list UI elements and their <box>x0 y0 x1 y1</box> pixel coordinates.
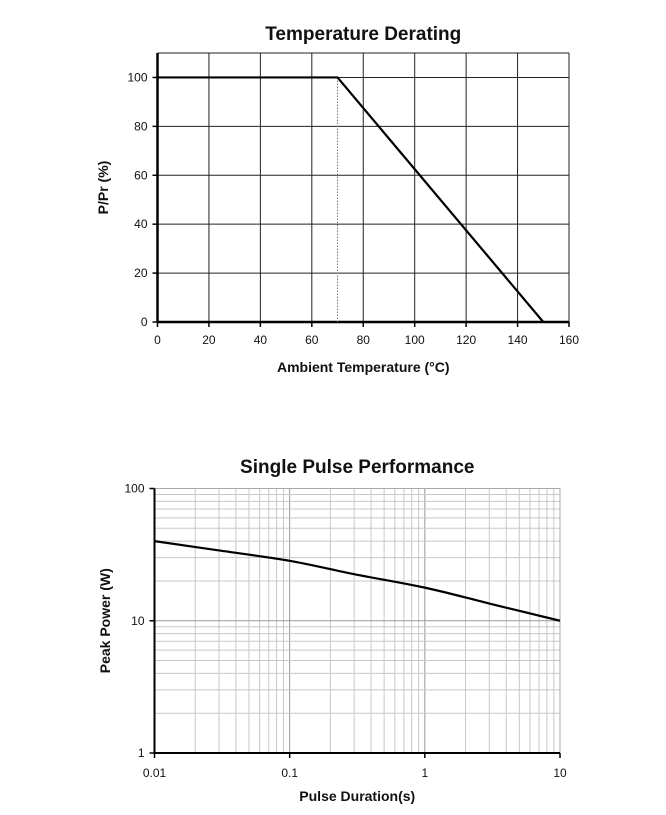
chart-title: Temperature Derating <box>265 24 461 45</box>
y-tick-label: 40 <box>134 217 148 231</box>
y-tick-label: 20 <box>134 266 148 280</box>
y-tick-label: 1 <box>138 746 145 760</box>
y-axis-label: Peak Power (W) <box>97 568 113 673</box>
derating-line <box>157 76 545 323</box>
x-tick-label: 80 <box>357 333 371 347</box>
y-axis-label: P/Pr (%) <box>95 161 111 215</box>
x-tick-label: 60 <box>305 333 319 347</box>
x-tick-label: 0.01 <box>143 766 167 780</box>
x-tick-label: 0 <box>154 333 161 347</box>
x-tick-label: 10 <box>553 766 567 780</box>
chart-title: Single Pulse Performance <box>240 457 474 478</box>
y-tick-label: 10 <box>131 614 145 628</box>
x-axis-label: Pulse Duration(s) <box>299 788 415 804</box>
x-tick-label: 40 <box>254 333 268 347</box>
y-tick-label: 80 <box>134 119 148 133</box>
temperature-derating-chart: Temperature Derating 0 20 40 60 80 100 120 140 16… <box>95 24 579 375</box>
x-axis-label: Ambient Temperature (°C) <box>277 359 450 375</box>
x-tick-label: 20 <box>202 333 216 347</box>
x-tick-label: 0.1 <box>281 766 298 780</box>
x-tick-label: 160 <box>559 333 579 347</box>
y-tick-label: 100 <box>124 482 144 496</box>
peak-power-curve <box>154 540 561 622</box>
y-tick-label: 0 <box>141 315 148 329</box>
x-tick-label: 1 <box>421 766 428 780</box>
x-tick-label: 100 <box>405 333 425 347</box>
x-tick-label: 140 <box>508 333 528 347</box>
y-tick-label: 100 <box>127 70 147 84</box>
y-tick-label: 60 <box>134 168 148 182</box>
x-tick-label: 120 <box>456 333 476 347</box>
